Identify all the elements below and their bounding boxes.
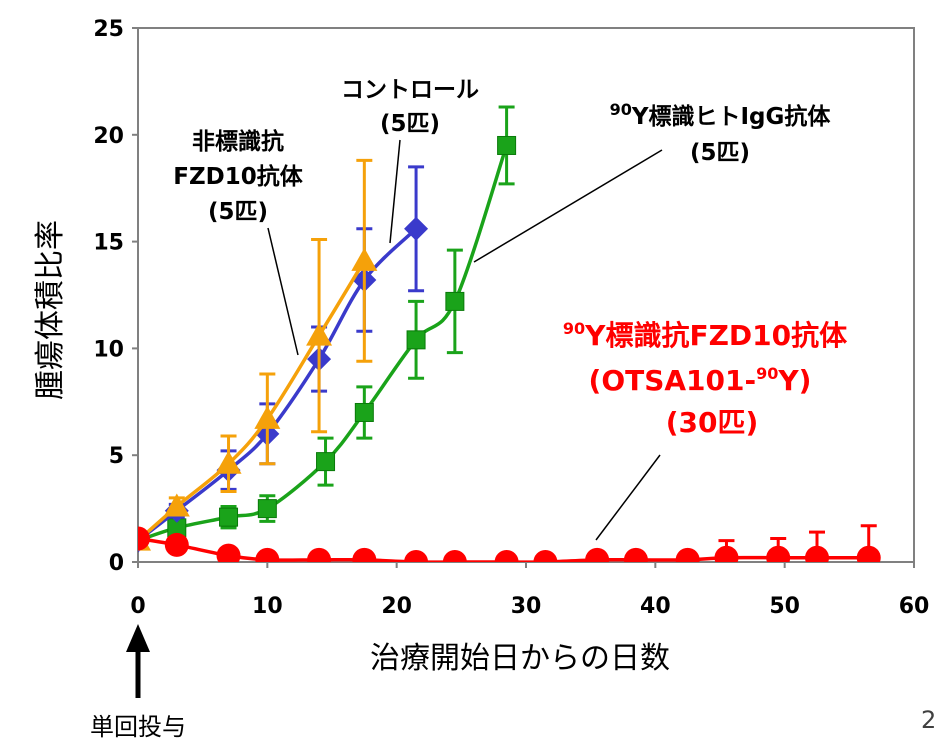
data-point-square xyxy=(219,507,239,527)
data-point-triangle xyxy=(163,493,190,517)
y-tick-label: 15 xyxy=(93,231,124,256)
x-tick-label: 0 xyxy=(130,594,145,619)
y-tick-label: 25 xyxy=(93,17,124,42)
data-point-circle xyxy=(585,547,610,562)
data-point-circle xyxy=(856,545,881,562)
data-point-triangle xyxy=(306,322,333,346)
series-3 xyxy=(138,524,881,562)
data-point-square xyxy=(354,402,374,422)
annotation-otsa-name: 90Y標識抗FZD10抗体 xyxy=(563,319,848,352)
data-point-square xyxy=(316,452,336,472)
leader-control xyxy=(389,139,401,244)
y-tick-label: 10 xyxy=(93,337,124,362)
data-point-circle xyxy=(623,547,648,562)
data-point-triangle xyxy=(351,247,378,271)
data-point-circle xyxy=(766,545,791,562)
x-tick-label: 10 xyxy=(252,594,283,619)
leader-otsa xyxy=(595,454,661,541)
dosing-arrow-icon xyxy=(126,624,150,698)
annotation-unlabeled-line1: 非標識抗 xyxy=(192,128,284,155)
data-point-circle xyxy=(138,526,150,551)
data-point-circle xyxy=(714,545,739,562)
y-axis-ticks: 0 5 10 15 20 25 xyxy=(93,17,138,576)
x-axis-title: 治療開始日からの日数 xyxy=(370,641,670,676)
data-point-circle xyxy=(805,545,829,562)
series-layer xyxy=(138,105,881,562)
data-point-circle xyxy=(255,547,280,562)
x-tick-label: 30 xyxy=(511,594,542,619)
data-point-circle xyxy=(494,550,519,562)
data-point-triangle xyxy=(254,405,281,429)
data-point-square xyxy=(497,135,517,155)
annotation-otsa-count: (30匹) xyxy=(666,406,759,439)
annotation-leader-lines xyxy=(267,139,663,541)
x-tick-label: 40 xyxy=(640,594,671,619)
data-point-circle xyxy=(533,550,558,562)
data-point-square xyxy=(445,291,465,311)
data-point-square xyxy=(257,499,277,519)
data-point-square xyxy=(406,330,426,350)
annotation-control-count: (5匹) xyxy=(380,111,440,137)
data-point-circle xyxy=(352,547,377,562)
leader-igg xyxy=(473,149,663,263)
y-tick-label: 5 xyxy=(109,444,124,469)
annotation-control-name: コントロール xyxy=(341,77,479,103)
x-tick-label: 60 xyxy=(899,594,930,619)
data-point-circle xyxy=(164,532,189,557)
series-1 xyxy=(138,158,378,551)
plot-frame xyxy=(137,27,915,563)
annotation-igg-count: (5匹) xyxy=(690,140,750,166)
data-point-circle xyxy=(404,550,429,562)
data-point-circle xyxy=(307,547,332,562)
x-axis-ticks: 0 10 20 30 40 50 60 xyxy=(130,562,929,619)
annotation-otsa-product: (OTSA101-90Y) xyxy=(589,364,812,397)
dosing-label: 単回投与 xyxy=(90,713,186,741)
data-point-triangle xyxy=(215,450,242,474)
page-number: 2 xyxy=(921,706,936,734)
data-point-circle xyxy=(216,543,241,562)
y-axis-title: 腫瘍体積比率 xyxy=(33,220,68,400)
x-tick-label: 50 xyxy=(769,594,800,619)
leader-unlabeled xyxy=(267,227,299,356)
annotation-unlabeled-line2: FZD10抗体 xyxy=(173,163,303,190)
x-tick-label: 20 xyxy=(381,594,412,619)
y-tick-label: 20 xyxy=(93,124,124,149)
data-point-diamond xyxy=(404,216,429,241)
annotation-igg-name: 90Y標識ヒトIgG抗体 xyxy=(610,100,832,130)
data-point-circle xyxy=(442,550,467,562)
y-tick-label: 0 xyxy=(109,551,124,576)
annotation-unlabeled-count: (5匹) xyxy=(208,199,268,225)
data-point-circle xyxy=(675,547,700,562)
